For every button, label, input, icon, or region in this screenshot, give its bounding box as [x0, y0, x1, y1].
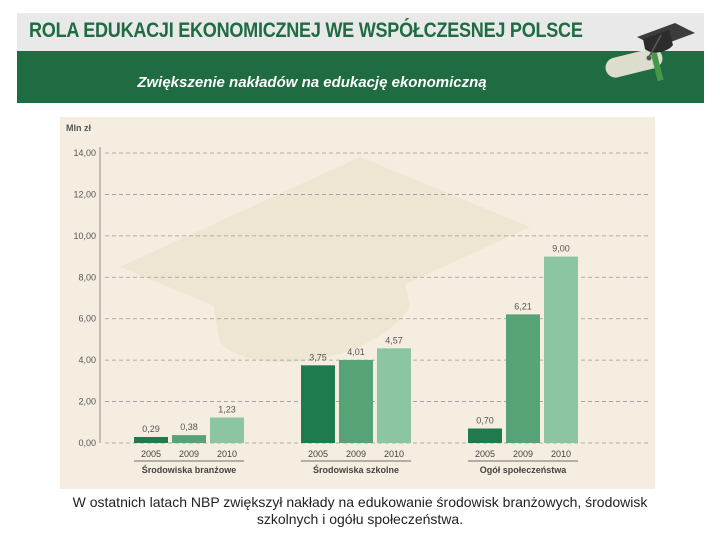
group-label: Środowiska szkolne: [313, 464, 399, 475]
x-tick-label: 2010: [551, 449, 571, 459]
bar: [301, 365, 335, 443]
y-tick-label: 6,00: [78, 314, 96, 324]
watermark-cap: [120, 157, 530, 363]
x-tick-label: 2010: [217, 449, 237, 459]
bar: [506, 314, 540, 443]
data-label: 6,21: [514, 301, 532, 311]
data-label: 0,38: [180, 422, 198, 432]
y-tick-label: 2,00: [78, 397, 96, 407]
x-tick-label: 2005: [141, 449, 161, 459]
header-green-band: [17, 51, 704, 103]
x-tick-label: 2010: [384, 449, 404, 459]
bar: [134, 436, 168, 443]
data-label: 3,75: [309, 352, 327, 362]
data-label: 1,23: [218, 405, 236, 415]
page-title: ROLA EDUKACJI EKONOMICZNEJ WE WSPÓŁCZESN…: [29, 19, 583, 42]
bar: [210, 417, 244, 443]
x-tick-label: 2005: [475, 449, 495, 459]
caption: W ostatnich latach NBP zwiększył nakłady…: [72, 494, 648, 527]
y-tick-label: 10,00: [73, 231, 96, 241]
x-tick-label: 2009: [179, 449, 199, 459]
page-subtitle: Zwiększenie nakładów na edukację ekonomi…: [137, 74, 487, 91]
y-axis-label: Mln zł: [66, 123, 91, 133]
group-label: Ogół społeczeństwa: [480, 465, 568, 475]
x-tick-label: 2009: [513, 449, 533, 459]
y-tick-label: 0,00: [78, 438, 96, 448]
bar-chart: Mln zł 0,00 2,00 4,00 6,00 8,00 10,00 12,00 14,…: [66, 123, 650, 475]
bar: [544, 256, 578, 443]
y-tick-label: 4,00: [78, 355, 96, 365]
x-tick-label: 2009: [346, 449, 366, 459]
y-tick-label: 14,00: [73, 148, 96, 158]
y-tick-label: 8,00: [78, 272, 96, 282]
graduation-cap-icon: [605, 23, 695, 82]
y-tick-label: 12,00: [73, 189, 96, 199]
header-banner: ROLA EDUKACJI EKONOMICZNEJ WE WSPÓŁCZESN…: [17, 13, 704, 103]
header-top-band: [17, 13, 704, 51]
data-label: 9,00: [552, 244, 570, 254]
data-label: 0,70: [476, 416, 494, 426]
data-label: 4,01: [347, 347, 365, 357]
chart-panel: Mln zł 0,00 2,00 4,00 6,00 8,00 10,00 12,00 14,…: [60, 117, 655, 489]
data-label: 4,57: [385, 335, 403, 345]
data-label: 0,29: [142, 424, 160, 434]
x-tick-label: 2005: [308, 449, 328, 459]
bar: [172, 435, 206, 443]
bar: [339, 359, 373, 443]
group-label: Środowiska branżowe: [142, 464, 237, 475]
bar: [377, 348, 411, 443]
bar: [468, 428, 502, 443]
